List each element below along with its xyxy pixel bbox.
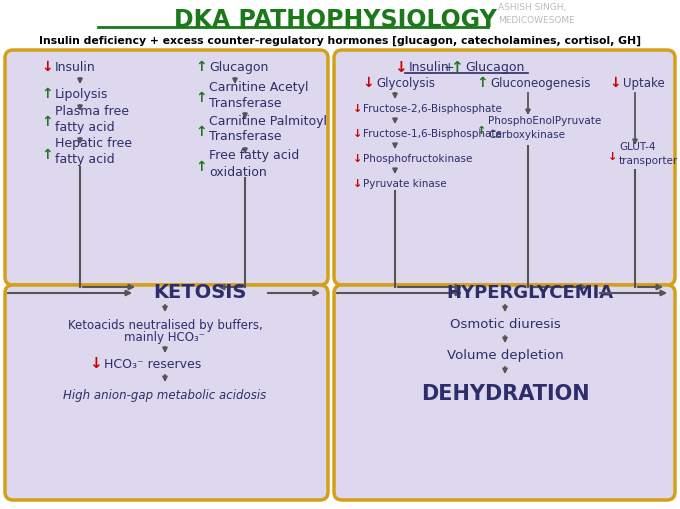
Text: ↑: ↑ bbox=[450, 60, 463, 74]
Text: Insulin: Insulin bbox=[409, 61, 449, 73]
Text: ↓: ↓ bbox=[353, 154, 362, 164]
Text: HYPERGLYCEMIA: HYPERGLYCEMIA bbox=[447, 284, 613, 302]
Text: ↑: ↑ bbox=[477, 76, 488, 90]
Text: PhosphoEnolPyruvate
Carboxykinase: PhosphoEnolPyruvate Carboxykinase bbox=[488, 117, 601, 139]
Text: ↓: ↓ bbox=[608, 152, 617, 162]
Text: ↓: ↓ bbox=[353, 179, 362, 189]
Text: Hepatic free
fatty acid: Hepatic free fatty acid bbox=[55, 137, 132, 166]
Text: Glucagon: Glucagon bbox=[209, 61, 269, 73]
Text: DKA PATHOPHYSIOLOGY: DKA PATHOPHYSIOLOGY bbox=[173, 8, 496, 32]
Text: Uptake: Uptake bbox=[623, 76, 665, 90]
Text: ↓: ↓ bbox=[353, 104, 362, 114]
Text: HCO₃⁻ reserves: HCO₃⁻ reserves bbox=[104, 357, 201, 371]
Text: ↑: ↑ bbox=[41, 115, 53, 129]
Text: ↑: ↑ bbox=[195, 60, 207, 74]
Text: Lipolysis: Lipolysis bbox=[55, 88, 108, 100]
Text: Phosphofructokinase: Phosphofructokinase bbox=[363, 154, 473, 164]
Text: ↑: ↑ bbox=[41, 148, 53, 162]
FancyBboxPatch shape bbox=[334, 50, 675, 285]
Text: ↓: ↓ bbox=[362, 76, 374, 90]
Text: ↓: ↓ bbox=[353, 129, 362, 139]
Text: Fructose-1,6-Bisphosphate: Fructose-1,6-Bisphosphate bbox=[363, 129, 502, 139]
Text: Insulin deficiency + excess counter-regulatory hormones [glucagon, catecholamine: Insulin deficiency + excess counter-regu… bbox=[39, 36, 641, 46]
Text: GLUT-4
transporter: GLUT-4 transporter bbox=[619, 143, 678, 165]
Text: ↓: ↓ bbox=[89, 356, 102, 372]
Text: Insulin: Insulin bbox=[55, 61, 96, 73]
FancyBboxPatch shape bbox=[5, 50, 328, 285]
Text: ↑: ↑ bbox=[41, 87, 53, 101]
Text: ↑: ↑ bbox=[195, 91, 207, 105]
Text: Glucagon: Glucagon bbox=[465, 61, 524, 73]
Text: DEHYDRATION: DEHYDRATION bbox=[421, 384, 590, 404]
Text: Glycolysis: Glycolysis bbox=[376, 76, 435, 90]
Text: Carnitine Palmitoyl
Transferase: Carnitine Palmitoyl Transferase bbox=[209, 115, 327, 144]
Text: ↓: ↓ bbox=[41, 60, 53, 74]
Text: Carnitine Acetyl
Transferase: Carnitine Acetyl Transferase bbox=[209, 80, 309, 109]
Text: Gluconeogenesis: Gluconeogenesis bbox=[490, 76, 590, 90]
Text: Ketoacids neutralised by buffers,: Ketoacids neutralised by buffers, bbox=[67, 319, 262, 331]
FancyBboxPatch shape bbox=[334, 285, 675, 500]
Text: KETOSIS: KETOSIS bbox=[153, 284, 247, 302]
Text: Volume depletion: Volume depletion bbox=[447, 350, 563, 362]
Text: ↓: ↓ bbox=[394, 60, 407, 74]
Text: ASHISH SINGH,
MEDICOWESOME: ASHISH SINGH, MEDICOWESOME bbox=[498, 3, 575, 25]
Text: ↓: ↓ bbox=[609, 76, 621, 90]
Text: ↑: ↑ bbox=[195, 160, 207, 174]
Text: ↑: ↑ bbox=[195, 125, 207, 139]
Text: Free fatty acid
oxidation: Free fatty acid oxidation bbox=[209, 150, 299, 179]
Text: Fructose-2,6-Bisphosphate: Fructose-2,6-Bisphosphate bbox=[363, 104, 502, 114]
Text: Plasma free
fatty acid: Plasma free fatty acid bbox=[55, 104, 129, 133]
Text: Osmotic diuresis: Osmotic diuresis bbox=[449, 319, 560, 331]
Text: +: + bbox=[443, 61, 454, 73]
Text: mainly HCO₃⁻: mainly HCO₃⁻ bbox=[124, 330, 205, 344]
Text: High anion-gap metabolic acidosis: High anion-gap metabolic acidosis bbox=[63, 389, 267, 403]
Text: ↑: ↑ bbox=[477, 126, 486, 136]
Text: Pyruvate kinase: Pyruvate kinase bbox=[363, 179, 447, 189]
FancyBboxPatch shape bbox=[5, 285, 328, 500]
